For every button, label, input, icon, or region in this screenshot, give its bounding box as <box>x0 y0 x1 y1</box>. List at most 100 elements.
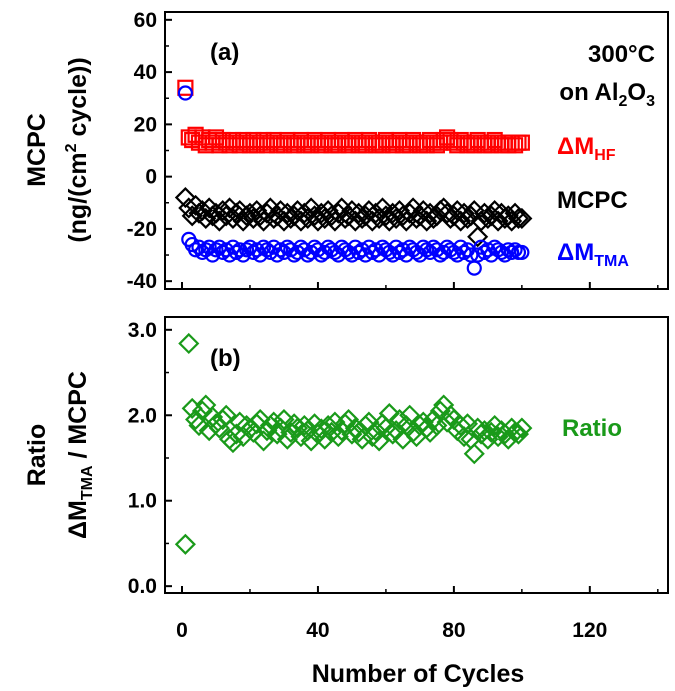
point-mcpc <box>178 197 200 219</box>
point-ratio <box>453 426 475 448</box>
point-mcpc <box>426 205 448 227</box>
point-ratio <box>436 411 458 433</box>
panel-b-marks <box>174 332 533 555</box>
y-tick-label: -20 <box>127 218 157 241</box>
point-ratio <box>473 420 496 442</box>
y-tick-label: 40 <box>134 61 157 84</box>
point-mhf <box>513 134 530 151</box>
point-mcpc <box>453 202 475 224</box>
point-ratio <box>212 408 234 431</box>
point-mcpc <box>450 210 472 232</box>
x-tick-label: 0 <box>176 619 188 642</box>
panel-a-label: (a) <box>210 39 239 66</box>
legend-dm-hf: ΔMHF <box>557 133 616 164</box>
panel-b-y-axis-title-line2: ΔMTMA / MCPC <box>64 371 96 539</box>
point-mcpc <box>484 200 506 222</box>
y-tick-label: 20 <box>134 113 157 136</box>
point-mcpc <box>273 210 295 232</box>
point-ratio <box>497 428 519 450</box>
point-mcpc <box>191 200 213 222</box>
y-tick-label: 3.0 <box>128 319 157 342</box>
point-mtma <box>466 260 482 276</box>
point-ratio <box>507 423 530 445</box>
y-tick-label: 2.0 <box>128 404 157 427</box>
point-ratio <box>198 420 220 442</box>
point-ratio <box>399 404 421 426</box>
point-mcpc <box>511 207 533 229</box>
point-ratio <box>191 400 213 422</box>
point-mcpc <box>436 202 458 224</box>
point-mcpc <box>232 210 254 232</box>
point-ratio <box>477 428 499 450</box>
point-mtma <box>507 242 523 258</box>
point-ratio <box>185 408 207 431</box>
point-mtma <box>177 85 193 101</box>
panel-a-marks <box>174 79 533 276</box>
point-ratio <box>273 408 295 431</box>
point-mtma <box>238 242 255 258</box>
substrate-annotation: on Al2O3 <box>559 79 655 110</box>
point-mcpc <box>416 210 438 232</box>
legend-ratio: Ratio <box>562 415 622 442</box>
point-mcpc <box>371 197 394 219</box>
panel-b-y-ticks: 0.0 1.0 2.0 3.0 <box>128 319 172 598</box>
point-ratio <box>290 426 312 448</box>
panel-b-x-ticks: 0 40 80 120 <box>176 586 659 642</box>
y-tick-label: 0 <box>145 166 157 189</box>
point-ratio <box>365 420 387 442</box>
point-ratio <box>385 420 407 442</box>
point-ratio <box>310 418 332 440</box>
point-ratio <box>246 413 268 435</box>
panel-b-label: (b) <box>210 345 241 372</box>
x-tick-label: 80 <box>442 619 465 642</box>
point-ratio <box>174 533 196 555</box>
point-ratio <box>426 414 448 437</box>
point-mcpc <box>446 200 468 222</box>
point-ratio <box>368 430 390 452</box>
point-ratio <box>467 417 489 439</box>
point-ratio <box>422 408 445 431</box>
panel-a-y-ticks: -40 -20 0 20 40 60 <box>127 9 172 293</box>
y-tick-label: -40 <box>127 270 157 293</box>
point-ratio <box>215 404 237 426</box>
panel-b: 0.0 1.0 2.0 3.0 0 40 80 120 (b) Ratio Ratio ΔM… <box>23 316 669 688</box>
point-mcpc <box>501 210 523 232</box>
point-ratio <box>351 428 373 450</box>
point-ratio <box>188 414 210 437</box>
point-ratio <box>293 414 315 437</box>
y-tick-label: 1.0 <box>128 490 157 513</box>
legend-dm-tma: ΔMTMA <box>557 239 629 270</box>
point-mtma <box>514 244 530 261</box>
point-mhf <box>177 79 194 96</box>
panel-a: -40 -20 0 20 40 60 (a) 300°C on Al2O3 ΔMHF MC… <box>23 9 669 293</box>
panel-a-y-axis-title-line1: MCPC <box>23 113 51 187</box>
panel-a-x-ticks <box>180 282 659 289</box>
point-ratio <box>494 423 516 445</box>
point-mtma <box>419 242 435 258</box>
x-tick-label: 120 <box>572 619 607 642</box>
point-mcpc <box>467 226 489 248</box>
temperature-annotation: 300°C <box>588 41 655 68</box>
point-mcpc <box>276 202 298 224</box>
point-mcpc <box>348 202 370 224</box>
point-mcpc <box>344 210 366 232</box>
point-mcpc <box>473 202 496 224</box>
point-mcpc <box>490 202 513 224</box>
y-tick-label: 0.0 <box>128 575 157 598</box>
panel-b-y-axis-title-line1: Ratio <box>23 424 51 487</box>
point-ratio <box>341 423 363 445</box>
point-ratio <box>232 426 254 448</box>
point-ratio <box>348 421 370 443</box>
point-mcpc <box>174 186 196 209</box>
point-mtma <box>272 242 289 258</box>
point-mcpc <box>507 207 530 229</box>
point-ratio <box>378 403 400 425</box>
point-ratio <box>178 332 200 355</box>
point-mtma <box>208 242 224 258</box>
panel-b-frame <box>164 316 669 594</box>
point-ratio <box>511 417 533 439</box>
point-mcpc <box>487 210 509 232</box>
point-mcpc <box>269 200 292 222</box>
point-mcpc <box>300 197 322 219</box>
